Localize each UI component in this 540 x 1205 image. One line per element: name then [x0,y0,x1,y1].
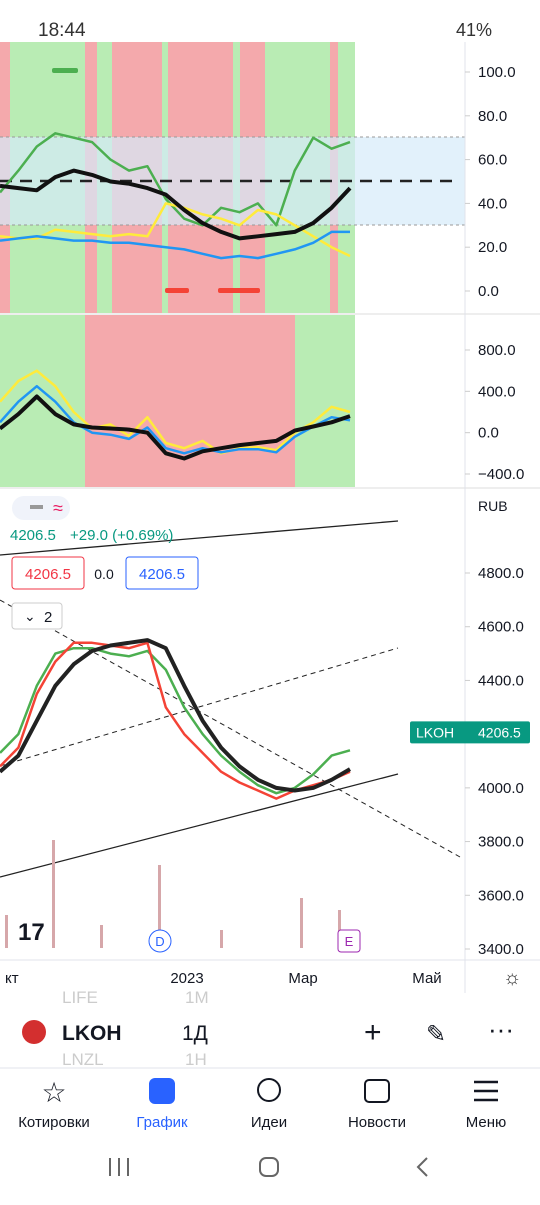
y-tick-label: 4400.0 [478,672,524,689]
currency[interactable]: RUB [478,498,508,514]
indicator-line [0,394,351,461]
event-label: E [345,934,354,949]
y-tick-label: 20.0 [478,239,507,256]
volume-bars [5,840,341,948]
nav-item[interactable]: Котировки [18,1114,90,1131]
nav-icon [474,1080,498,1102]
buy-button[interactable] [125,556,199,590]
nav-item[interactable]: Новости [348,1114,406,1131]
system-nav [109,1157,428,1177]
indicator-line [0,638,352,793]
logo: 17 [18,919,45,946]
sell-price: 4206.5 [25,566,71,583]
y-tick-label: 3400.0 [478,941,524,958]
sell-button[interactable] [11,556,85,590]
event-marker[interactable] [148,929,172,953]
layers-button[interactable] [11,602,63,630]
y-tick-label: 80.0 [478,108,507,125]
y-tick-label: 0.0 [478,425,499,442]
nav-icon: ☆ [41,1077,66,1108]
nav-icon [149,1078,175,1104]
more-button[interactable]: ··· [488,1014,514,1044]
y-tick-label: 0.0 [478,283,499,300]
indicator-line [0,202,351,258]
x-tick-label: Мар [288,970,317,987]
indicator-line [0,369,351,455]
battery: 41% [456,20,492,40]
indicator-line [0,384,351,455]
x-tick-label: кт [5,970,19,987]
nav-item[interactable]: График [136,1114,188,1131]
behind-text: 1H [185,1050,207,1069]
price-tag-ticker: LKOH [416,724,454,740]
price-tag [410,721,530,744]
toggle-icon [30,505,43,509]
y-tick-label: 800.0 [478,342,516,359]
change: +29.0 (+0.69%) [70,527,173,544]
event-label: D [155,934,164,949]
trend-lines [0,520,461,878]
nav-item[interactable]: Меню [466,1114,507,1131]
nav-item[interactable]: Идеи [251,1114,287,1131]
y-tick-label: 100.0 [478,64,516,81]
y-tick-label: 3600.0 [478,887,524,904]
toggle-icon: ≈ [53,498,63,518]
behind-text: 1M [185,988,209,1007]
y-tick-label: 40.0 [478,195,507,212]
ticker[interactable]: LKOH [62,1022,122,1045]
y-tick-label: 60.0 [478,152,507,169]
indicator-line [0,168,352,241]
spread: 0.0 [94,566,114,582]
y-tick-label: 4600.0 [478,619,524,636]
nav-icon [257,1078,281,1102]
y-tick-label: −400.0 [478,466,524,483]
quote: 4206.5 [10,527,56,544]
interval[interactable]: 1Д [182,1022,208,1045]
rsi-bg [0,42,465,313]
x-tick-label: Май [412,970,441,987]
behind-text: LNZL [62,1050,104,1069]
indicator-line [0,132,351,227]
add-button[interactable]: + [364,1016,382,1049]
buy-price: 4206.5 [139,566,185,583]
y-tick-label: 3800.0 [478,834,524,851]
indicator-line [0,230,350,260]
layers-icon: ⌄ [24,608,36,624]
price-tag-value: 4206.5 [478,724,521,740]
behind-text: LIFE [62,988,98,1007]
draw-button[interactable]: ✎ [426,1021,446,1048]
symbol-logo [22,1020,46,1044]
nav-icon [364,1079,390,1103]
y-tick-label: 4000.0 [478,780,524,797]
event-marker[interactable] [337,929,361,953]
x-tick-label: 2023 [170,970,203,987]
settings-icon[interactable]: ☼ [503,967,521,989]
y-tick-label: 400.0 [478,383,516,400]
y-tick-label: 4800.0 [478,565,524,582]
clock: 18:44 [38,20,86,41]
layers-count: 2 [44,609,52,626]
